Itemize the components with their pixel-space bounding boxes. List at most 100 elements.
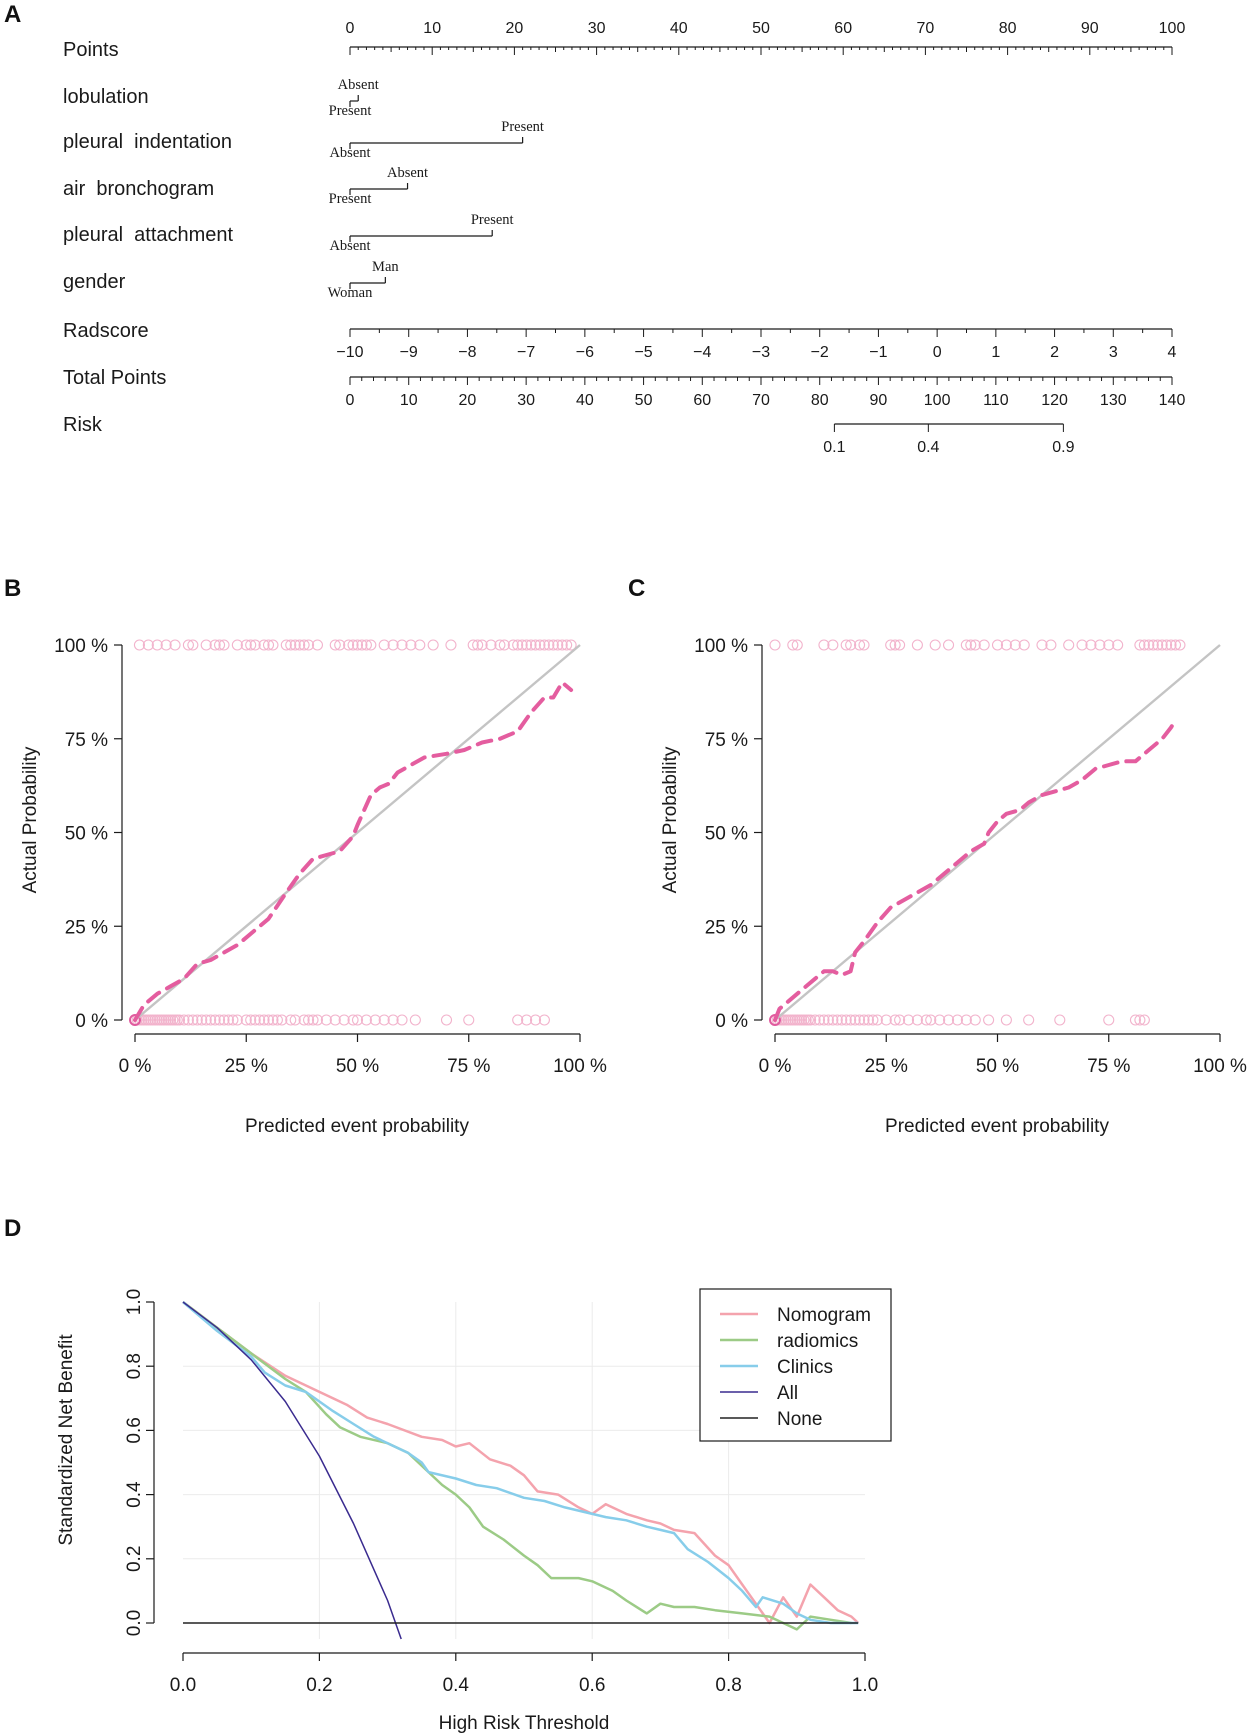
radscore-tick-label: 3 bbox=[1109, 344, 1118, 361]
calibration-c-nonevent-point bbox=[880, 1014, 892, 1026]
calibration-b-nonevent-point bbox=[409, 1014, 421, 1026]
calibration-b-event-point bbox=[396, 639, 408, 651]
calibration-b-event-point bbox=[552, 639, 564, 651]
calibration-b-nonevent-point bbox=[249, 1014, 261, 1026]
calibration-c-event-point bbox=[791, 639, 803, 651]
calibration-c-nonevent-point bbox=[1134, 1014, 1146, 1026]
var-label-pleural-indentation: pleural indentation bbox=[63, 131, 232, 153]
calibration-c-event-point bbox=[818, 639, 830, 651]
calibration-c-event-point bbox=[991, 639, 1004, 651]
calibration-b-nonevent-point bbox=[222, 1014, 234, 1026]
total-points-tick-label: 0 bbox=[346, 392, 355, 409]
calibration-c-event-point bbox=[1085, 639, 1097, 651]
calibration-c-apparent-curve bbox=[773, 718, 1178, 1022]
radscore-tick-label: −3 bbox=[752, 344, 770, 361]
radscore-tick-label: −4 bbox=[693, 344, 711, 361]
calibration-b-nonevent-point bbox=[338, 1014, 350, 1026]
calibration-c-nonevent-point bbox=[818, 1014, 830, 1026]
calibration-c-y-tick-label: 100 % bbox=[694, 636, 748, 657]
dca-y-tick-label: 0.0 bbox=[124, 1610, 145, 1636]
calibration-b-event-point bbox=[133, 639, 145, 651]
calibration-b-nonevent-point bbox=[209, 1014, 221, 1026]
calibration-c-event-point bbox=[889, 639, 901, 651]
calibration-c-event-point bbox=[787, 639, 799, 651]
calibration-b-x-tick-label: 75 % bbox=[447, 1056, 490, 1077]
calibration-c-x-tick-label: 25 % bbox=[865, 1056, 908, 1077]
total-points-tick-label: 60 bbox=[693, 392, 711, 409]
calibration-c-event-point bbox=[885, 639, 897, 651]
calibration-b-event-point bbox=[556, 639, 568, 651]
calibration-c-nonevent-point bbox=[934, 1014, 946, 1026]
calibration-c-nonevent-point bbox=[867, 1014, 879, 1026]
calibration-b-nonevent-point bbox=[191, 1014, 203, 1026]
calibration-c-y-tick-label: 0 % bbox=[715, 1011, 748, 1032]
calibration-c-nonevent-point bbox=[902, 1014, 915, 1026]
dca-ylabel: Standardized Net Benefit bbox=[56, 1334, 77, 1546]
calibration-b-nonevent-point bbox=[254, 1014, 266, 1026]
calibration-c-event-point bbox=[1143, 639, 1155, 651]
total-points-tick-label: 100 bbox=[924, 392, 951, 409]
panel-letter-b: B bbox=[4, 575, 21, 602]
calibration-b-y-tick-label: 50 % bbox=[65, 824, 108, 845]
total-points-label: Total Points bbox=[63, 367, 166, 389]
calibration-c-event-point bbox=[1009, 639, 1021, 651]
var-level-label: Absent bbox=[329, 238, 370, 254]
calibration-c-event-point bbox=[1161, 639, 1173, 651]
calibration-b-event-point bbox=[494, 639, 506, 651]
calibration-b-nonevent-point bbox=[521, 1014, 533, 1026]
calibration-b-x-tick-label: 25 % bbox=[225, 1056, 268, 1077]
var-level-label: Absent bbox=[338, 77, 379, 93]
points-tick-label: 0 bbox=[346, 20, 355, 37]
calibration-b-y-tick-label: 0 % bbox=[75, 1011, 108, 1032]
calibration-c-nonevent-point bbox=[1023, 1014, 1035, 1026]
calibration-b-nonevent-point bbox=[396, 1014, 408, 1026]
calibration-b-event-point bbox=[561, 639, 573, 651]
total-points-tick-label: 80 bbox=[811, 392, 829, 409]
calibration-b-event-point bbox=[231, 639, 243, 651]
calibration-c-nonevent-point bbox=[853, 1014, 866, 1026]
calibration-c-event-point bbox=[840, 639, 852, 651]
calibration-c-event-point bbox=[853, 639, 866, 651]
panel-letter-c: C bbox=[628, 575, 645, 602]
calibration-b-nonevent-point bbox=[182, 1014, 194, 1026]
calibration-b-ylabel: Actual Probability bbox=[20, 746, 41, 893]
var-label-air-bronchogram: air bronchogram bbox=[63, 178, 214, 200]
var-level-label: Absent bbox=[329, 145, 370, 161]
calibration-b-event-point bbox=[285, 639, 297, 651]
calibration-c-nonevent-point bbox=[983, 1014, 995, 1026]
calibration-b-event-point bbox=[289, 639, 301, 651]
risk-tick-label: 0.9 bbox=[1052, 439, 1074, 456]
radscore-tick-label: −9 bbox=[400, 344, 418, 361]
calibration-c-ylabel: Actual Probability bbox=[660, 746, 681, 893]
calibration-b-event-point bbox=[280, 639, 292, 651]
calibration-b-y-tick-label: 25 % bbox=[65, 917, 108, 938]
calibration-b-nonevent-point bbox=[276, 1014, 288, 1026]
calibration-b-nonevent-point bbox=[200, 1014, 212, 1026]
dca-y-tick-label: 0.6 bbox=[124, 1417, 145, 1443]
panel-letter-d: D bbox=[4, 1215, 21, 1242]
calibration-b-event-point bbox=[298, 639, 310, 651]
calibration-b-x-tick-label: 100 % bbox=[553, 1056, 607, 1077]
radscore-tick-label: −7 bbox=[517, 344, 535, 361]
calibration-b-nonevent-point bbox=[240, 1014, 252, 1026]
points-tick-label: 20 bbox=[506, 20, 524, 37]
calibration-b-event-point bbox=[543, 639, 555, 651]
calibration-b-nonevent-point bbox=[463, 1014, 475, 1026]
calibration-c-nonevent-point bbox=[849, 1014, 861, 1026]
calibration-b-nonevent-point bbox=[320, 1014, 332, 1026]
calibration-b-event-point bbox=[485, 639, 497, 651]
calibration-c-event-point bbox=[1063, 639, 1075, 651]
calibration-b-nonevent-point bbox=[307, 1014, 319, 1026]
calibration-b-nonevent-point bbox=[205, 1014, 217, 1026]
calibration-b-event-point bbox=[347, 639, 359, 651]
calibration-b-event-point bbox=[547, 639, 559, 651]
calibration-b-ideal-line bbox=[134, 644, 581, 1021]
var-level-label: Man bbox=[372, 259, 399, 275]
decision-curve-plot: Standardized Net Benefit High Risk Thres… bbox=[56, 1288, 892, 1734]
calibration-c-nonevent-point bbox=[951, 1014, 964, 1026]
calibration-b-nonevent-point bbox=[262, 1014, 275, 1026]
dca-legend-label: All bbox=[777, 1383, 798, 1404]
calibration-b-event-point bbox=[218, 639, 230, 651]
total-points-tick-label: 110 bbox=[983, 392, 1009, 409]
var-level-label: Present bbox=[329, 191, 372, 207]
